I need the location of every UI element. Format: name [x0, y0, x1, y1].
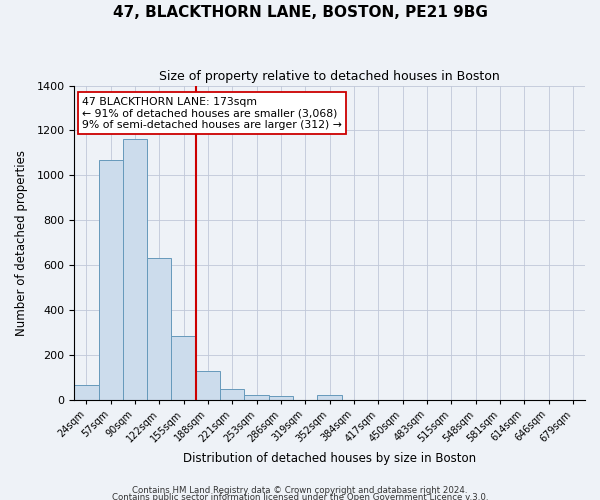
Bar	[123, 140, 147, 400]
Bar	[244, 395, 269, 400]
Title: Size of property relative to detached houses in Boston: Size of property relative to detached ho…	[159, 70, 500, 83]
Bar	[317, 395, 342, 400]
Bar	[196, 370, 220, 400]
Bar	[220, 389, 244, 400]
Text: Contains HM Land Registry data © Crown copyright and database right 2024.: Contains HM Land Registry data © Crown c…	[132, 486, 468, 495]
Bar	[147, 258, 172, 400]
Text: 47, BLACKTHORN LANE, BOSTON, PE21 9BG: 47, BLACKTHORN LANE, BOSTON, PE21 9BG	[113, 5, 487, 20]
Text: 47 BLACKTHORN LANE: 173sqm
← 91% of detached houses are smaller (3,068)
9% of se: 47 BLACKTHORN LANE: 173sqm ← 91% of deta…	[82, 96, 342, 130]
Bar	[74, 385, 98, 400]
Bar	[98, 160, 123, 400]
X-axis label: Distribution of detached houses by size in Boston: Distribution of detached houses by size …	[183, 452, 476, 465]
Text: Contains public sector information licensed under the Open Government Licence v.: Contains public sector information licen…	[112, 494, 488, 500]
Y-axis label: Number of detached properties: Number of detached properties	[15, 150, 28, 336]
Bar	[269, 396, 293, 400]
Bar	[172, 336, 196, 400]
